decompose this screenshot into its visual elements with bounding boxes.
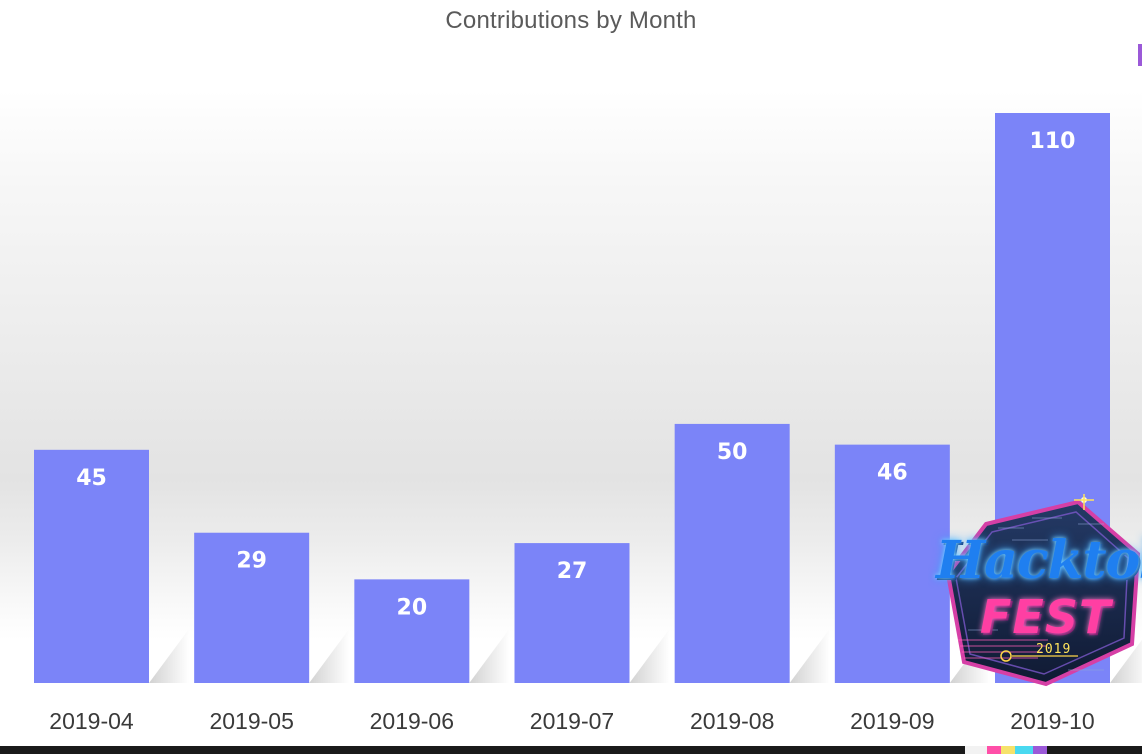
x-tick-2019-05: 2019-05 (209, 708, 293, 734)
bar-2019-06 (354, 579, 470, 683)
bar-shadow (1110, 639, 1142, 683)
bar-2019-09 (834, 444, 950, 683)
x-tick-2019-04: 2019-04 (49, 708, 134, 734)
data-label-2019-10: 110 (1030, 129, 1076, 154)
badge-wordmark: Hacktober (936, 530, 1142, 591)
data-label-2019-06: 20 (397, 595, 428, 620)
badge-fest-text: FEST (980, 590, 1112, 644)
bar-shadow (789, 629, 830, 683)
bar-shadow (469, 629, 510, 683)
bar-shadow (149, 629, 189, 683)
data-label-2019-04: 45 (76, 466, 107, 491)
bottom-strip (0, 746, 1142, 754)
x-tick-2019-10: 2019-10 (1010, 708, 1094, 734)
x-tick-2019-09: 2019-09 (850, 708, 934, 734)
chart-title: Contributions by Month (445, 7, 697, 34)
badge-background (945, 494, 1141, 687)
data-label-2019-08: 50 (717, 440, 748, 465)
bar-shadow (629, 629, 670, 683)
data-label-2019-05: 29 (236, 549, 267, 574)
x-tick-2019-08: 2019-08 (690, 708, 774, 734)
hacktoberfest-badge: Hacktober FEST 2019 (928, 494, 1142, 690)
bar-shadow (309, 629, 350, 683)
data-label-2019-09: 46 (877, 461, 908, 486)
bars (34, 113, 1110, 683)
x-tick-labels: 2019-04 2019-05 2019-06 2019-07 2019-08 2019-… (49, 708, 1094, 734)
badge-year: 2019 (1036, 642, 1072, 657)
bar-2019-08 (674, 423, 790, 683)
data-label-2019-07: 27 (557, 559, 588, 584)
bar-2019-04 (34, 449, 149, 683)
side-accent-mark (1138, 44, 1142, 66)
x-tick-2019-07: 2019-07 (530, 708, 614, 734)
x-tick-2019-06: 2019-06 (370, 708, 454, 734)
bar-2019-07 (514, 543, 630, 683)
bar-2019-05 (194, 532, 310, 683)
value-labels: 45 29 20 27 50 46 110 (76, 129, 1075, 620)
